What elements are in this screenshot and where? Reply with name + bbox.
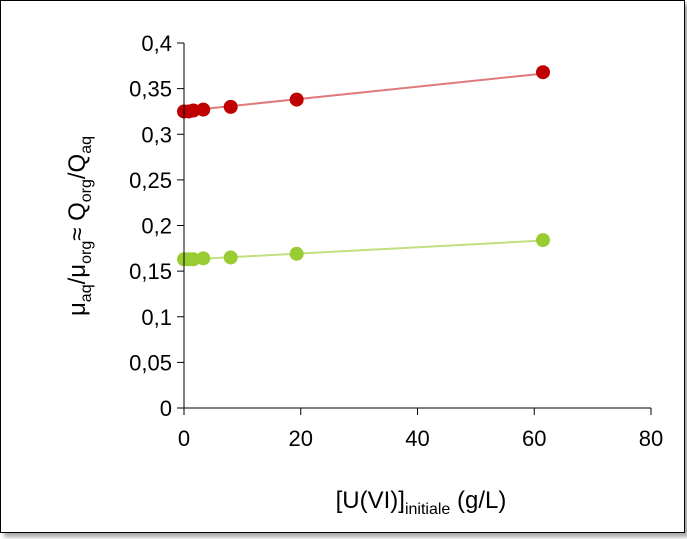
x-tick-label: 20 xyxy=(289,426,313,451)
y-label-part-1: μ xyxy=(64,302,91,316)
y-tick-label: 0,4 xyxy=(141,31,172,56)
y-tick-label: 0,35 xyxy=(129,77,172,102)
y-tick-label: 0,15 xyxy=(129,259,172,284)
trend-line-1 xyxy=(183,72,544,112)
axes: 0 0,05 0,1 0,15 0,2 0,25 0,3 0,35 0,4 0 20 40 60 80 xyxy=(129,31,663,451)
y-label-sub-4: aq xyxy=(78,136,95,154)
x-axis-label-tail: (g/L) xyxy=(450,487,506,514)
x-axis-label-main: [U(VI)] xyxy=(336,487,405,514)
y-axis-label: μaq/μorg≈ Qorg/Qaq xyxy=(64,136,95,316)
data-point-series-1 xyxy=(223,99,238,114)
x-tick-label: 40 xyxy=(405,426,429,451)
x-axis-label-sub: initiale xyxy=(405,501,450,518)
data-point-series-2 xyxy=(536,233,551,248)
y-tick-label: 0,05 xyxy=(129,350,172,375)
y-tick-label: 0,3 xyxy=(141,122,172,147)
y-tick-label: 0 xyxy=(160,396,172,421)
y-label-sub-3: org xyxy=(78,179,95,202)
data-point-series-1 xyxy=(289,92,304,107)
data-point-series-2 xyxy=(223,250,238,265)
y-label-part-4: /Q xyxy=(64,154,91,179)
x-axis-label: [U(VI)]initiale (g/L) xyxy=(336,487,507,518)
plot-area xyxy=(177,65,551,267)
data-point-series-2 xyxy=(289,246,304,261)
y-label-part-2: /μ xyxy=(64,264,91,285)
y-tick-label: 0,25 xyxy=(129,168,172,193)
x-tick-label: 80 xyxy=(639,426,663,451)
data-point-series-1 xyxy=(536,65,551,80)
trend-line-2 xyxy=(183,239,544,261)
data-point-series-1 xyxy=(196,102,211,117)
y-label-sub-2: org xyxy=(78,241,95,264)
data-point-series-2 xyxy=(196,251,211,266)
x-tick-label: 60 xyxy=(522,426,546,451)
y-label-sub-1: aq xyxy=(78,284,95,302)
x-tick-label: 0 xyxy=(178,426,190,451)
y-tick-label: 0,1 xyxy=(141,305,172,330)
y-tick-label: 0,2 xyxy=(141,214,172,239)
y-label-part-3: ≈ Q xyxy=(64,202,91,241)
